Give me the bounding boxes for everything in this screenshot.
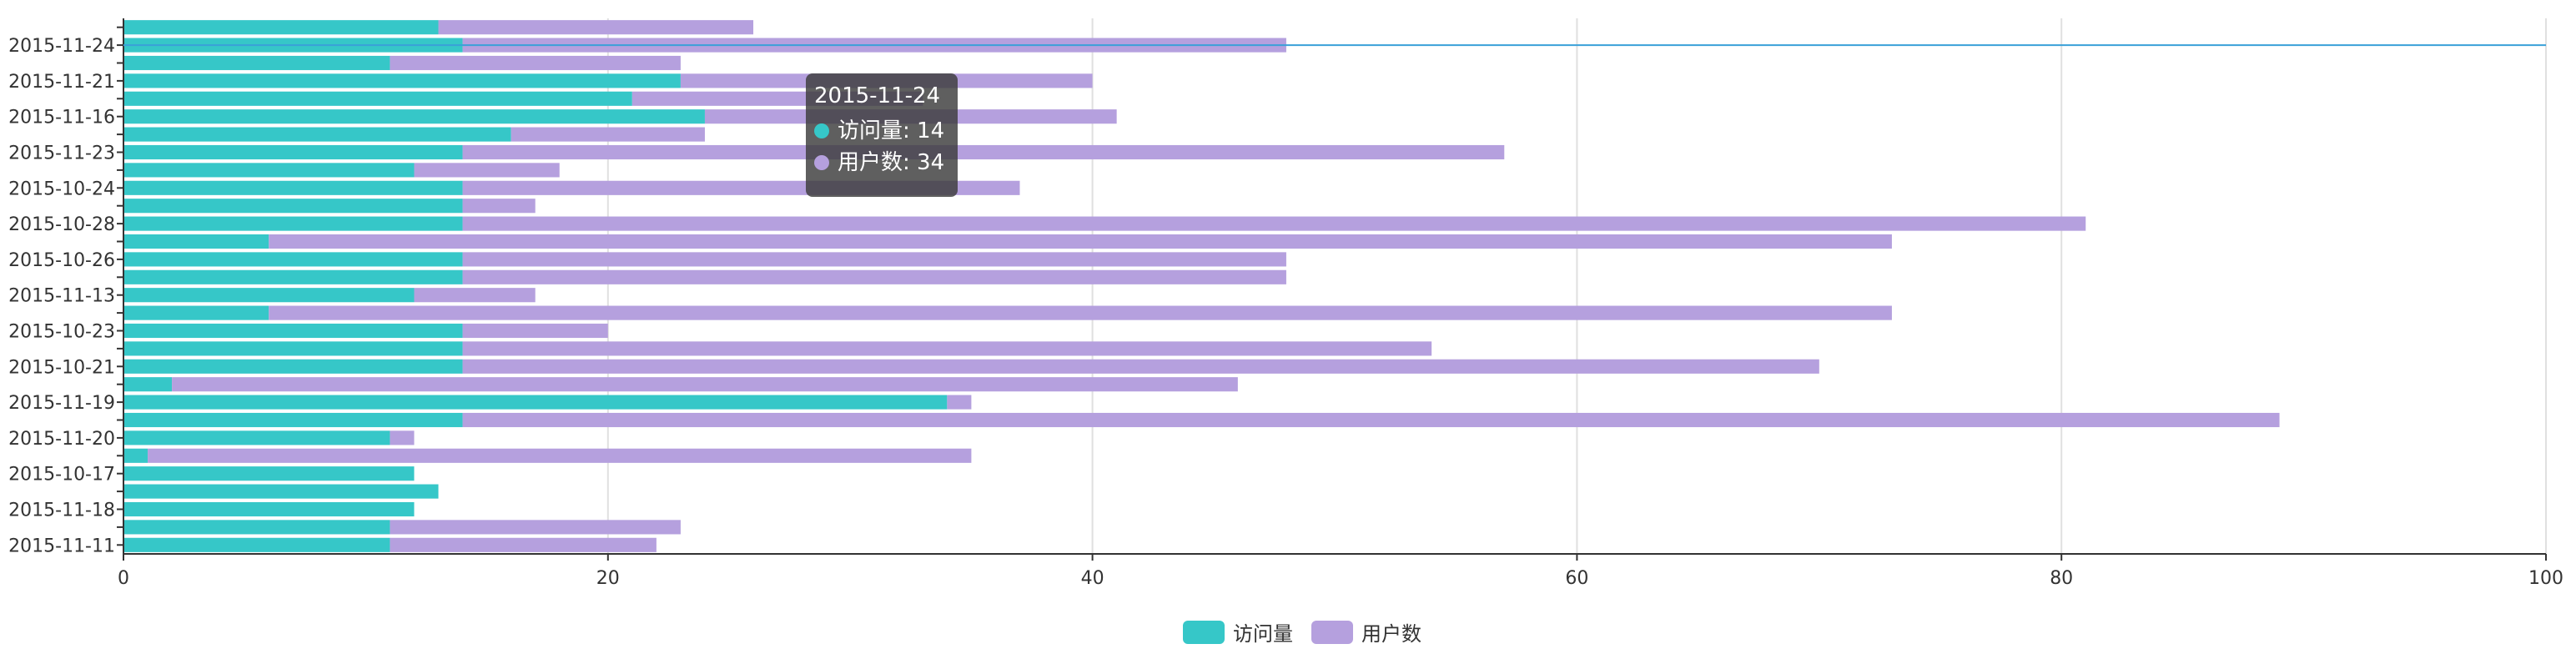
- bar-users: [947, 395, 972, 410]
- legend-visits-swatch: [1183, 620, 1225, 644]
- legend-item-users[interactable]: 用户数: [1311, 617, 1421, 646]
- bar-visits: [123, 412, 463, 428]
- bar-visits: [123, 341, 463, 356]
- legend-users-label: 用户数: [1361, 622, 1421, 646]
- bar-users: [462, 323, 608, 339]
- bar-users: [148, 448, 972, 463]
- tooltip-title: 2015-11-24: [814, 83, 941, 108]
- bar-visits: [123, 252, 463, 267]
- bar-users: [462, 341, 1432, 356]
- bar-visits: [123, 216, 463, 231]
- bar-users: [390, 520, 681, 535]
- y-tick-label: 2015-11-23: [8, 143, 115, 164]
- x-tick-label: 20: [596, 568, 620, 589]
- bar-visits: [123, 234, 269, 249]
- bar-users: [269, 234, 1892, 249]
- bar-layer: [123, 20, 2280, 552]
- bar-visits: [123, 323, 463, 339]
- bar-visits: [123, 288, 415, 303]
- bar-users: [414, 288, 536, 303]
- y-tick-label: 2015-11-20: [8, 429, 115, 450]
- bar-visits: [123, 466, 415, 481]
- y-tick-label: 2015-11-11: [8, 536, 115, 556]
- y-tick-label: 2015-11-13: [8, 286, 115, 307]
- visits-marker-icon: [814, 123, 829, 138]
- y-tick-label: 2015-11-18: [8, 501, 115, 521]
- bar-visits: [123, 144, 463, 160]
- bar-users: [511, 127, 705, 142]
- bar-visits: [123, 501, 415, 517]
- legend: 访问量 用户数: [1183, 617, 1440, 646]
- bar-users: [438, 20, 754, 35]
- bar-users: [462, 269, 1286, 284]
- bar-visits: [123, 484, 439, 499]
- legend-visits-label: 访问量: [1233, 622, 1293, 646]
- bar-users: [390, 537, 657, 552]
- legend-users-swatch: [1311, 620, 1353, 644]
- y-tick-label: 2015-11-16: [8, 108, 115, 128]
- tooltip-users-text: 用户数: 34: [838, 150, 945, 175]
- bar-visits: [123, 199, 463, 214]
- bar-users: [462, 359, 1819, 374]
- bar-visits: [123, 359, 463, 374]
- bar-visits: [123, 305, 269, 320]
- x-tick-label: 0: [118, 568, 129, 589]
- bar-visits: [123, 269, 463, 284]
- x-tick-label: 60: [1565, 568, 1588, 589]
- bar-visits: [123, 537, 390, 552]
- bar-visits: [123, 55, 390, 71]
- bar-users: [462, 412, 2280, 428]
- bar-visits: [123, 109, 705, 124]
- bar-visits: [123, 91, 632, 106]
- bar-users: [462, 252, 1286, 267]
- y-tick-label: 2015-10-24: [8, 179, 115, 199]
- x-tick-label: 80: [2050, 568, 2073, 589]
- y-tick-label: 2015-11-24: [8, 36, 115, 57]
- y-tick-label: 2015-11-19: [8, 393, 115, 414]
- bar-users: [172, 377, 1238, 392]
- y-tick-label: 2015-10-28: [8, 214, 115, 235]
- bar-users: [462, 199, 536, 214]
- bar-users: [269, 305, 1892, 320]
- users-marker-icon: [814, 155, 829, 170]
- x-tick-label: 100: [2528, 568, 2563, 589]
- bar-visits: [123, 448, 148, 463]
- bar-users: [462, 144, 1505, 160]
- y-tick-label: 2015-10-26: [8, 250, 115, 271]
- bar-users: [390, 55, 681, 71]
- bar-visits: [123, 180, 463, 195]
- bar-visits: [123, 73, 681, 88]
- bar-users: [414, 163, 560, 178]
- y-tick-label: 2015-10-17: [8, 465, 115, 485]
- tooltip-visits-text: 访问量: 14: [838, 118, 945, 143]
- bar-users: [390, 430, 415, 445]
- bar-visits: [123, 20, 439, 35]
- axes: 0 20 40 60 80 100 2015-11-11 2015-11-18 2015-10-…: [8, 18, 2563, 589]
- tooltip-row-users: 用户数: 34: [814, 147, 949, 179]
- grid-lines: [606, 18, 2547, 554]
- tooltip-row-visits: 访问量: 14: [814, 115, 949, 147]
- x-tick-label: 40: [1081, 568, 1104, 589]
- legend-item-visits[interactable]: 访问量: [1183, 617, 1293, 646]
- bar-visits: [123, 395, 948, 410]
- bar-visits: [123, 163, 415, 178]
- bar-visits: [123, 430, 390, 445]
- tooltip: 2015-11-24 访问量: 14 用户数: 34: [806, 73, 958, 197]
- y-tick-label: 2015-10-21: [8, 357, 115, 378]
- bar-users: [462, 216, 2086, 231]
- y-tick-label: 2015-11-21: [8, 72, 115, 93]
- bar-visits: [123, 127, 511, 142]
- bar-visits: [123, 520, 390, 535]
- bar-visits: [123, 377, 173, 392]
- y-tick-label: 2015-10-23: [8, 322, 115, 343]
